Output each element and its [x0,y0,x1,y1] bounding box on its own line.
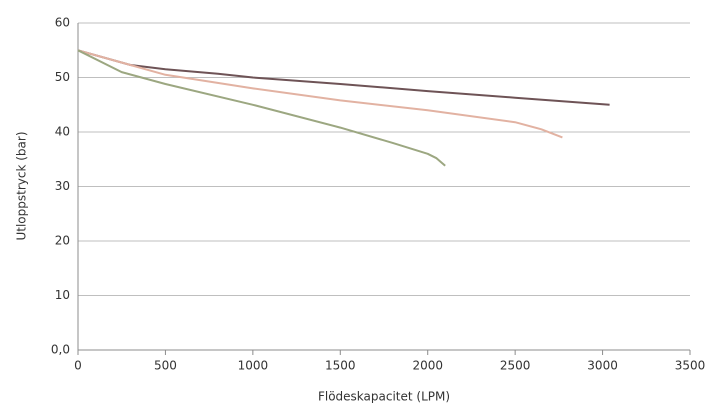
y-tick-label: 40 [55,125,70,139]
x-tick-label: 2000 [412,359,443,373]
x-tick-label: 0 [74,359,82,373]
y-axis-label: Utloppstryck (bar) [15,131,29,240]
y-tick-label: 50 [55,70,70,84]
x-tick-label: 1500 [325,359,356,373]
y-tick-label: 0,0 [51,343,70,357]
x-tick-label: 1000 [238,359,269,373]
x-tick-label: 2500 [500,359,531,373]
y-tick-label: 20 [55,234,70,248]
x-tick-label: 500 [154,359,177,373]
y-tick-label: 10 [55,288,70,302]
x-tick-label: 3500 [675,359,706,373]
y-tick-label: 30 [55,179,70,193]
x-tick-label: 3000 [587,359,618,373]
series-line [77,49,563,139]
series-line [77,49,610,106]
series-line [77,49,446,167]
x-axis-label: Flödeskapacitet (LPM) [318,390,450,404]
y-tick-label: 60 [55,16,70,30]
